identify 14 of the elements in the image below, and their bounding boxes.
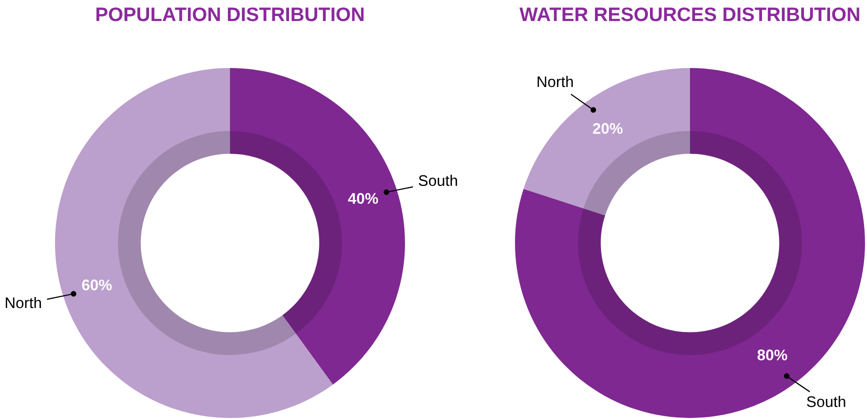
- donut-slice: [524, 68, 690, 216]
- slice-label: North: [6, 296, 41, 308]
- donut-slice: [515, 68, 865, 418]
- slice-label: North: [538, 76, 573, 88]
- chart-title: WATER RESOURCES DISTRIBUTION: [520, 7, 860, 22]
- data-label: 40%: [348, 193, 378, 204]
- chart-title: POPULATION DISTRIBUTION: [96, 7, 364, 22]
- data-label: 60%: [82, 280, 112, 290]
- slice-label: South: [806, 396, 846, 408]
- donut-slice: [55, 68, 333, 418]
- donut-slice: [230, 68, 405, 385]
- data-label: 80%: [757, 350, 788, 360]
- slice-label: South: [418, 174, 458, 186]
- data-label: 20%: [592, 123, 623, 134]
